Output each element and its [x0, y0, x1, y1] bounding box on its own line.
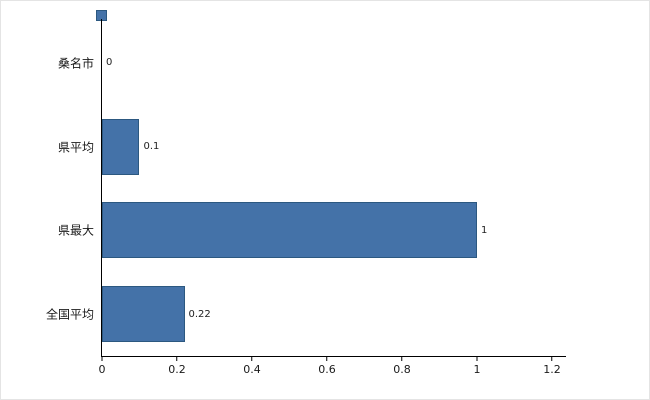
x-tick-label: 0: [98, 363, 106, 376]
category-label: 桑名市: [57, 56, 94, 71]
x-tick-mark: [551, 357, 553, 361]
x-tick: 0.6: [318, 357, 336, 376]
bar: [102, 202, 477, 259]
x-tick-mark: [176, 357, 178, 361]
x-tick: 0.8: [393, 357, 411, 376]
x-tick: 0.2: [168, 357, 186, 376]
x-tick: 1.2: [543, 357, 561, 376]
x-tick-mark: [476, 357, 478, 361]
x-tick-label: 0.6: [318, 363, 336, 376]
chart-row: 県平均 0.1: [58, 105, 552, 189]
y-axis: [101, 19, 102, 357]
x-tick-mark: [251, 357, 253, 361]
x-tick-mark: [101, 357, 103, 361]
value-label: 0.1: [143, 141, 160, 153]
bar: [102, 118, 140, 175]
plot-area: 桑名市 0 県平均 0.1 県最大 1 全国平均 0.22: [46, 21, 552, 356]
x-tick: 1: [474, 357, 481, 376]
x-tick: 0.4: [243, 357, 261, 376]
chart-row: 桑名市 0: [58, 21, 552, 105]
x-tick-label: 1.2: [543, 363, 561, 376]
x-axis: [101, 356, 566, 357]
x-tick-label: 0.2: [168, 363, 186, 376]
category-label: 県平均: [57, 140, 94, 155]
category-label: 全国平均: [45, 307, 94, 322]
x-tick: 0: [99, 357, 106, 376]
x-tick-label: 0.4: [243, 363, 261, 376]
x-tick-label: 0.8: [393, 363, 411, 376]
x-tick-label: 1: [473, 363, 481, 376]
value-label: 1: [481, 224, 488, 236]
value-label: 0.22: [188, 308, 211, 320]
x-tick-mark: [401, 357, 403, 361]
x-axis-ticks: 0 0.2 0.4 0.6 0.8 1 1.2: [99, 357, 561, 381]
value-label: 0: [106, 57, 113, 69]
chart-row: 全国平均 0.22: [46, 272, 552, 356]
x-tick-mark: [326, 357, 328, 361]
bar: [102, 286, 185, 343]
chart-row: 県最大 1: [58, 189, 552, 273]
category-label: 県最大: [57, 223, 94, 238]
